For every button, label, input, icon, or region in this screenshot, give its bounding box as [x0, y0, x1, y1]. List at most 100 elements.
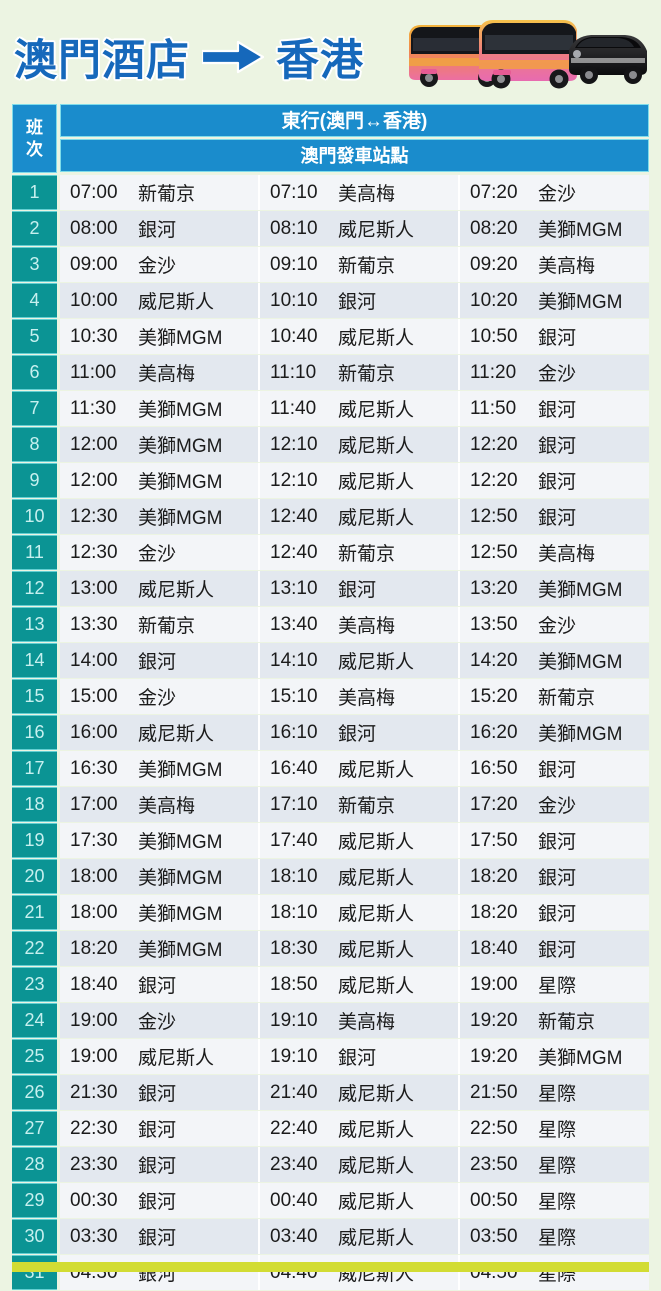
stop-cell: 19:10 銀河	[258, 1039, 458, 1074]
stop-time: 17:20	[470, 793, 518, 815]
footer-accent-bar	[12, 1262, 649, 1272]
table-row: 9 12:00 美獅MGM 12:10 威尼斯人 12:20 銀河	[12, 463, 649, 498]
row-stops: 11:30 美獅MGM 11:40 威尼斯人 11:50 銀河	[60, 391, 649, 426]
stop-cell: 18:00 美獅MGM	[60, 895, 258, 930]
stop-cell: 12:40 威尼斯人	[258, 499, 458, 534]
row-stops: 10:00 威尼斯人 10:10 銀河 10:20 美獅MGM	[60, 283, 649, 318]
row-stops: 04:30 銀河 04:40 威尼斯人 04:50 星際	[60, 1255, 649, 1290]
stop-cell: 13:40 美高梅	[258, 607, 458, 642]
stop-time: 12:30	[70, 505, 118, 527]
stop-cell: 15:00 金沙	[60, 679, 258, 714]
table-row: 17 16:30 美獅MGM 16:40 威尼斯人 16:50 銀河	[12, 751, 649, 786]
stop-time: 12:50	[470, 505, 518, 527]
row-number: 5	[12, 319, 57, 354]
table-row: 18 17:00 美高梅 17:10 新葡京 17:20 金沙	[12, 787, 649, 822]
row-stops: 18:00 美獅MGM 18:10 威尼斯人 18:20 銀河	[60, 859, 649, 894]
stop-name: 威尼斯人	[338, 220, 415, 241]
stop-time: 18:10	[270, 901, 318, 923]
stop-name: 金沙	[138, 256, 177, 277]
stop-name: 美高梅	[138, 364, 196, 385]
stop-time: 13:40	[270, 613, 318, 635]
stop-time: 17:00	[70, 793, 118, 815]
column-header-number-line1: 班	[26, 118, 43, 138]
stop-name: 星際	[538, 1228, 577, 1249]
stop-time: 14:10	[270, 649, 318, 671]
table-row: 15 15:00 金沙 15:10 美高梅 15:20 新葡京	[12, 679, 649, 714]
stop-name: 星際	[538, 976, 577, 997]
stop-name: 銀河	[138, 1120, 177, 1141]
table-row: 6 11:00 美高梅 11:10 新葡京 11:20 金沙	[12, 355, 649, 390]
row-stops: 12:00 美獅MGM 12:10 威尼斯人 12:20 銀河	[60, 463, 649, 498]
stop-name: 新葡京	[538, 1012, 596, 1033]
stop-time: 18:40	[470, 937, 518, 959]
stop-time: 09:20	[470, 253, 518, 275]
table-row: 11 12:30 金沙 12:40 新葡京 12:50 美高梅	[12, 535, 649, 570]
stop-cell: 13:30 新葡京	[60, 607, 258, 642]
stop-name: 威尼斯人	[338, 904, 415, 925]
stop-cell: 13:10 銀河	[258, 571, 458, 606]
table-row: 10 12:30 美獅MGM 12:40 威尼斯人 12:50 銀河	[12, 499, 649, 534]
stop-name: 美高梅	[138, 796, 196, 817]
row-number: 18	[12, 787, 57, 822]
stop-name: 美獅MGM	[138, 436, 223, 457]
row-number: 7	[12, 391, 57, 426]
stop-time: 11:00	[70, 361, 117, 383]
stop-name: 威尼斯人	[338, 760, 415, 781]
stop-cell: 11:00 美高梅	[60, 355, 258, 390]
stop-cell: 07:10 美高梅	[258, 175, 458, 210]
row-number: 30	[12, 1219, 57, 1254]
title-destination: 香港	[276, 37, 364, 85]
row-number: 10	[12, 499, 57, 534]
row-number: 13	[12, 607, 57, 642]
stop-name: 銀河	[538, 832, 577, 853]
stop-name: 銀河	[538, 328, 577, 349]
stop-time: 12:10	[270, 469, 318, 491]
row-stops: 13:00 威尼斯人 13:10 銀河 13:20 美獅MGM	[60, 571, 649, 606]
stop-name: 威尼斯人	[338, 976, 415, 997]
stop-cell: 19:00 威尼斯人	[60, 1039, 258, 1074]
stop-name: 銀河	[538, 904, 577, 925]
stop-time: 22:30	[70, 1117, 118, 1139]
column-header-number: 班 次	[12, 104, 57, 173]
stop-cell: 00:40 威尼斯人	[258, 1183, 458, 1218]
row-number: 16	[12, 715, 57, 750]
stop-time: 13:10	[270, 577, 318, 599]
stop-name: 威尼斯人	[338, 508, 415, 529]
stop-cell: 18:20 銀河	[458, 895, 649, 930]
stop-time: 18:20	[70, 937, 118, 959]
stop-cell: 03:50 星際	[458, 1219, 649, 1254]
stop-time: 11:40	[270, 397, 317, 419]
stop-cell: 22:40 威尼斯人	[258, 1111, 458, 1146]
stop-name: 美高梅	[338, 616, 396, 637]
stop-time: 18:20	[470, 901, 518, 923]
stop-time: 19:00	[70, 1009, 118, 1031]
stop-time: 10:10	[270, 289, 318, 311]
stop-time: 03:40	[270, 1225, 318, 1247]
poster-banner: 澳門酒店 香港	[0, 0, 661, 104]
stop-name: 威尼斯人	[138, 1048, 215, 1069]
stop-name: 威尼斯人	[338, 328, 415, 349]
row-stops: 22:30 銀河 22:40 威尼斯人 22:50 星際	[60, 1111, 649, 1146]
stop-time: 12:20	[470, 469, 518, 491]
stop-cell: 14:10 威尼斯人	[258, 643, 458, 678]
row-stops: 08:00 銀河 08:10 威尼斯人 08:20 美獅MGM	[60, 211, 649, 246]
stop-cell: 18:30 威尼斯人	[258, 931, 458, 966]
stop-time: 10:00	[70, 289, 118, 311]
stop-cell: 18:20 美獅MGM	[60, 931, 258, 966]
stop-time: 09:10	[270, 253, 318, 275]
stop-name: 星際	[538, 1084, 577, 1105]
stop-cell: 15:10 美高梅	[258, 679, 458, 714]
stop-name: 美獅MGM	[138, 868, 223, 889]
stop-cell: 22:50 星際	[458, 1111, 649, 1146]
stop-cell: 16:20 美獅MGM	[458, 715, 649, 750]
row-stops: 12:30 美獅MGM 12:40 威尼斯人 12:50 銀河	[60, 499, 649, 534]
row-number: 17	[12, 751, 57, 786]
stop-cell: 16:10 銀河	[258, 715, 458, 750]
row-stops: 12:00 美獅MGM 12:10 威尼斯人 12:20 銀河	[60, 427, 649, 462]
row-number: 4	[12, 283, 57, 318]
stop-name: 威尼斯人	[338, 436, 415, 457]
row-number: 24	[12, 1003, 57, 1038]
row-number: 28	[12, 1147, 57, 1182]
right-arrow-icon	[200, 40, 265, 74]
table-row: 26 21:30 銀河 21:40 威尼斯人 21:50 星際	[12, 1075, 649, 1110]
